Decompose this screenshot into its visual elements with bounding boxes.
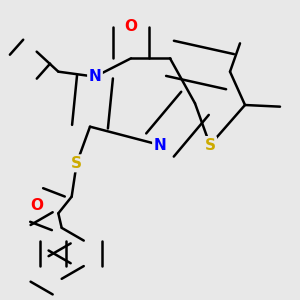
Text: S: S	[205, 137, 215, 152]
Text: S: S	[71, 156, 82, 171]
Text: O: O	[30, 197, 43, 212]
Text: O: O	[124, 19, 137, 34]
Text: N: N	[88, 69, 101, 84]
Text: N: N	[154, 137, 166, 152]
